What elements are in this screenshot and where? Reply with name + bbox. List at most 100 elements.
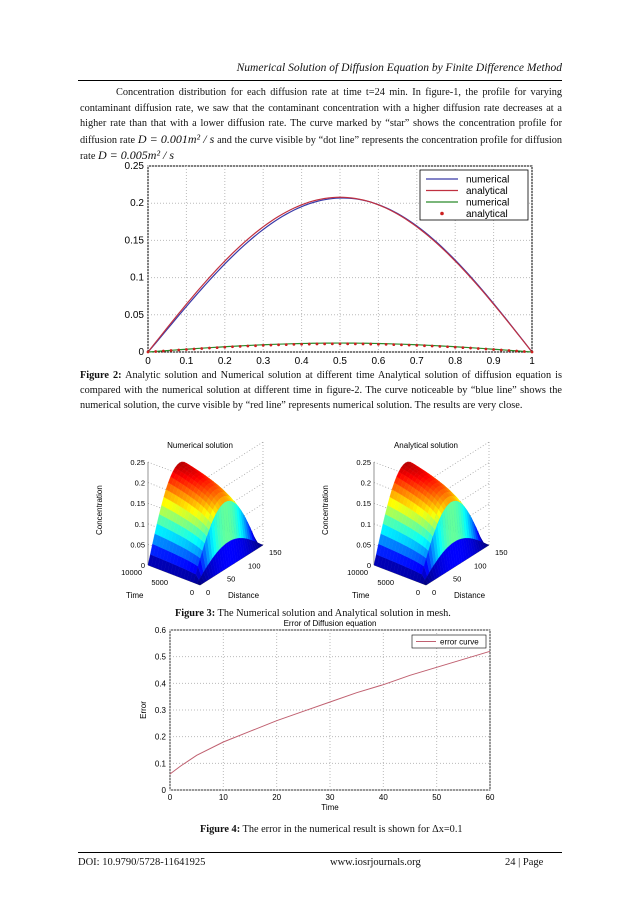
time-tick-label: 0	[416, 588, 420, 597]
series-point	[277, 343, 280, 347]
series-point	[515, 349, 519, 353]
equation-2: D = 0.005m² / s	[98, 148, 175, 163]
surface-panel: Analytical solution 0 0.05 0.1 0.15 0.2 0.25 10…	[321, 441, 508, 600]
header-rule	[78, 80, 562, 81]
series-point	[338, 342, 342, 346]
series-point	[284, 343, 288, 346]
series-point	[307, 342, 311, 346]
figure-4-label: Figure 4:	[200, 824, 241, 835]
series-point	[522, 350, 526, 353]
paragraph-1: Concentration distribution for each diff…	[80, 85, 562, 165]
series-point	[231, 345, 234, 349]
time-tick-label: 5000	[151, 578, 168, 587]
y-tick-label: 0.1	[130, 273, 144, 284]
series-point	[353, 342, 357, 346]
series-point	[492, 348, 495, 351]
z-tick-label: 0	[141, 561, 145, 570]
footer-doi: DOI: 10.9790/5728-11641925	[78, 857, 206, 868]
distance-tick-label: 0	[206, 588, 210, 597]
series-point	[476, 347, 480, 350]
surface-panel: Numerical solution 0 0.05 0.1 0.15 0.2 0.25 100…	[95, 441, 282, 600]
paragraph-2: Analytic solution and Numerical solution…	[80, 370, 562, 411]
legend-label: analytical	[466, 186, 508, 197]
distance-tick-label: 100	[248, 561, 261, 570]
figure-2-label: Figure 2:	[80, 370, 122, 381]
y-tick-label: 0.05	[125, 310, 145, 321]
series-point	[507, 349, 511, 352]
series-point	[300, 342, 303, 346]
distance-axis-label: Distance	[454, 591, 486, 600]
series-point	[453, 345, 457, 349]
x-axis-label: Time	[321, 803, 339, 812]
series-point	[499, 348, 503, 352]
legend-label: analytical	[466, 209, 508, 220]
surface-cell	[257, 542, 264, 547]
series-point	[269, 343, 273, 347]
series-point	[177, 348, 181, 352]
series-point	[377, 342, 380, 346]
series-point	[430, 344, 434, 348]
series-point	[446, 345, 449, 349]
x-tick-label: 0.7	[410, 356, 424, 366]
series-point	[323, 342, 327, 346]
distance-axis-label: Distance	[228, 591, 260, 600]
series-point	[407, 343, 411, 347]
series-point	[292, 342, 296, 346]
x-tick-label: 0.6	[371, 356, 385, 366]
x-tick-label: 60	[486, 793, 495, 802]
footer-rule	[78, 852, 562, 853]
series-point	[400, 343, 403, 347]
legend	[411, 634, 487, 649]
z-tick-label: 0.1	[135, 520, 145, 529]
legend-label: numerical	[466, 175, 509, 186]
z-tick-label: 0.05	[356, 540, 371, 549]
figure-4-chart: Error of Diffusion equation 0 10 20 30 40 50 60…	[139, 619, 495, 812]
y-tick-label: 0.3	[155, 706, 167, 715]
distance-tick-label: 50	[227, 575, 235, 584]
series-point	[384, 342, 388, 346]
para1-mid: and the curve visible by “dot line” repr…	[80, 134, 563, 163]
x-tick-label: 0.9	[487, 356, 501, 366]
series-point	[415, 343, 419, 347]
x-tick-label: 1	[529, 356, 535, 366]
z-tick-label: 0.25	[356, 458, 371, 467]
series-point	[369, 342, 373, 346]
series-point	[330, 342, 334, 346]
distance-tick-label: 150	[495, 548, 508, 557]
panel-title: Analytical solution	[394, 441, 458, 450]
series-point	[246, 344, 250, 348]
figure-3-surfaces: Numerical solution 0 0.05 0.1 0.15 0.2 0.25 100…	[95, 441, 508, 600]
figure-4-text: The error in the numerical result is sho…	[242, 824, 463, 835]
legend-label: numerical	[466, 198, 509, 209]
panel-title: Numerical solution	[167, 441, 233, 450]
y-tick-label: 0	[162, 786, 167, 795]
series-point	[254, 344, 257, 348]
y-tick-label: 0.2	[155, 733, 167, 742]
footer-page: 24 | Page	[505, 857, 544, 868]
x-tick-label: 0.1	[179, 356, 193, 366]
distance-tick-label: 0	[432, 588, 436, 597]
x-tick-label: 50	[432, 793, 441, 802]
figure-3-label: Figure 3:	[175, 608, 216, 619]
z-tick-label: 0.25	[130, 458, 145, 467]
time-axis-label: Time	[352, 591, 370, 600]
y-axis-label: Error	[139, 701, 148, 719]
legend-label: error curve	[440, 638, 479, 647]
series-line	[147, 196, 533, 353]
series-point	[154, 350, 158, 353]
y-tick-label: 0.15	[125, 235, 145, 246]
y-tick-label: 0.6	[155, 626, 167, 635]
time-tick-label: 5000	[377, 578, 394, 587]
x-tick-label: 30	[326, 793, 335, 802]
series-point	[438, 344, 442, 348]
series-point	[185, 348, 188, 351]
x-tick-label: 0	[145, 356, 151, 366]
grid-line-z	[373, 441, 490, 483]
series-point	[146, 350, 150, 354]
series-line	[147, 197, 533, 353]
figure-2-caption: Figure 2: Analytic solution and Numerica…	[80, 368, 562, 413]
surface-cell	[483, 542, 490, 547]
series-point	[484, 347, 488, 351]
legend	[419, 169, 529, 221]
series-point	[261, 343, 265, 347]
